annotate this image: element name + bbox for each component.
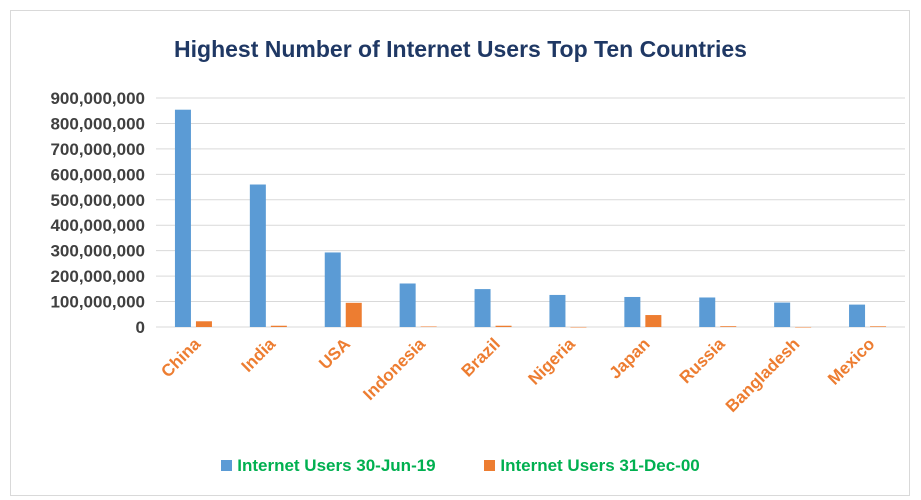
y-tick-label: 800,000,000 bbox=[50, 114, 145, 133]
bar-bangladesh-series-2 bbox=[795, 326, 812, 328]
x-tick-label-indonesia: Indonesia bbox=[359, 334, 429, 404]
x-tick-label-japan: Japan bbox=[605, 334, 653, 382]
y-tick-label: 900,000,000 bbox=[50, 89, 145, 108]
legend-item-series-1: Internet Users 30-Jun-19 bbox=[221, 456, 436, 476]
y-tick-label: 600,000,000 bbox=[50, 165, 145, 184]
bar-nigeria-series-1 bbox=[549, 294, 566, 327]
x-tick-label-bangladesh: Bangladesh bbox=[722, 334, 804, 416]
bar-japan-series-1 bbox=[624, 296, 641, 327]
x-tick-label-india: India bbox=[238, 334, 280, 376]
y-tick-label: 0 bbox=[136, 318, 145, 337]
x-tick-label-china: China bbox=[157, 334, 204, 381]
legend-item-series-2: Internet Users 31-Dec-00 bbox=[484, 456, 700, 476]
bar-russia-series-2 bbox=[720, 326, 737, 327]
legend: Internet Users 30-Jun-19 Internet Users … bbox=[0, 456, 921, 476]
chart-frame bbox=[10, 10, 910, 496]
gridlines bbox=[156, 97, 905, 328]
x-axis-labels: China India USA Indonesia Brazil Nigeria Japan… bbox=[157, 334, 878, 416]
legend-label-series-1: Internet Users 30-Jun-19 bbox=[237, 456, 436, 475]
bar-indonesia-series-2 bbox=[420, 326, 437, 327]
bar-usa-series-2 bbox=[345, 302, 362, 327]
legend-swatch-series-1 bbox=[221, 460, 233, 471]
bar-russia-series-1 bbox=[699, 297, 716, 327]
y-tick-label: 400,000,000 bbox=[50, 216, 145, 235]
bar-india-series-1 bbox=[249, 184, 266, 327]
x-tick-label-nigeria: Nigeria bbox=[525, 334, 580, 389]
bars bbox=[174, 109, 887, 328]
bar-japan-series-2 bbox=[645, 315, 662, 327]
bar-indonesia-series-1 bbox=[399, 283, 416, 327]
bar-mexico-series-1 bbox=[849, 304, 866, 327]
y-tick-label: 200,000,000 bbox=[50, 267, 145, 286]
bar-mexico-series-2 bbox=[870, 326, 887, 327]
chart-title: Highest Number of Internet Users Top Ten… bbox=[174, 36, 747, 62]
bar-brazil-series-1 bbox=[474, 289, 491, 327]
x-tick-label-usa: USA bbox=[315, 334, 354, 373]
bar-bangladesh-series-1 bbox=[774, 302, 791, 327]
bar-china-series-2 bbox=[195, 321, 212, 327]
legend-label-series-2: Internet Users 31-Dec-00 bbox=[500, 456, 700, 475]
bar-nigeria-series-2 bbox=[570, 326, 587, 328]
legend-swatch-series-2 bbox=[484, 460, 496, 471]
bar-china-series-1 bbox=[174, 109, 191, 328]
bar-usa-series-1 bbox=[324, 252, 341, 327]
x-tick-label-mexico: Mexico bbox=[824, 334, 878, 388]
y-tick-label: 300,000,000 bbox=[50, 242, 145, 261]
y-tick-label: 700,000,000 bbox=[50, 140, 145, 159]
x-tick-label-brazil: Brazil bbox=[458, 334, 504, 380]
x-tick-label-russia: Russia bbox=[676, 334, 729, 387]
bar-india-series-2 bbox=[270, 325, 287, 327]
y-tick-label: 500,000,000 bbox=[50, 191, 145, 210]
y-axis-labels: 0 100,000,000 200,000,000 300,000,000 400,00… bbox=[50, 89, 145, 337]
bar-brazil-series-2 bbox=[495, 325, 512, 327]
y-tick-label: 100,000,000 bbox=[50, 293, 145, 312]
